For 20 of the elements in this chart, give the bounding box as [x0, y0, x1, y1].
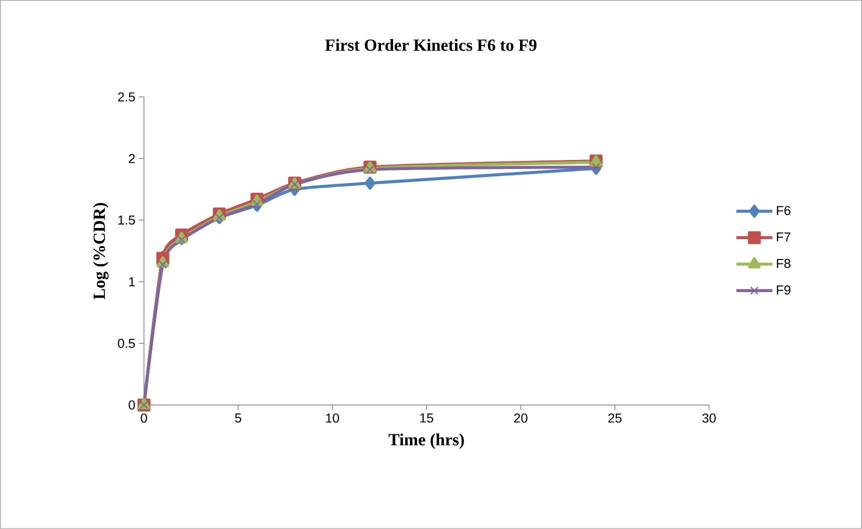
y-tick-label: 1.5 [118, 216, 135, 225]
legend-label: F6 [776, 206, 790, 216]
legend-label: F8 [776, 258, 790, 268]
legend-label: F9 [776, 285, 790, 295]
chart-title: First Order Kinetics F6 to F9 [325, 38, 537, 51]
x-tick-label: 10 [326, 414, 340, 423]
y-tick-label: 2 [128, 154, 135, 164]
y-axis-title: Log (%CDR) [93, 203, 109, 300]
y-tick-label: 0.5 [118, 338, 135, 348]
y-tick-label: 2.5 [118, 92, 135, 102]
y-tick-label: 1 [129, 277, 135, 286]
legend-label: F7 [776, 232, 790, 242]
x-tick-label: 25 [608, 414, 622, 423]
x-tick-label: 0 [140, 414, 148, 423]
x-tick-label: 30 [702, 414, 716, 423]
x-tick-label: 5 [235, 414, 242, 423]
x-axis-title: Time (hrs) [388, 434, 464, 449]
x-tick-label: 15 [420, 414, 434, 423]
x-tick-label: 20 [514, 414, 528, 423]
y-tick-label: 0 [128, 400, 135, 410]
